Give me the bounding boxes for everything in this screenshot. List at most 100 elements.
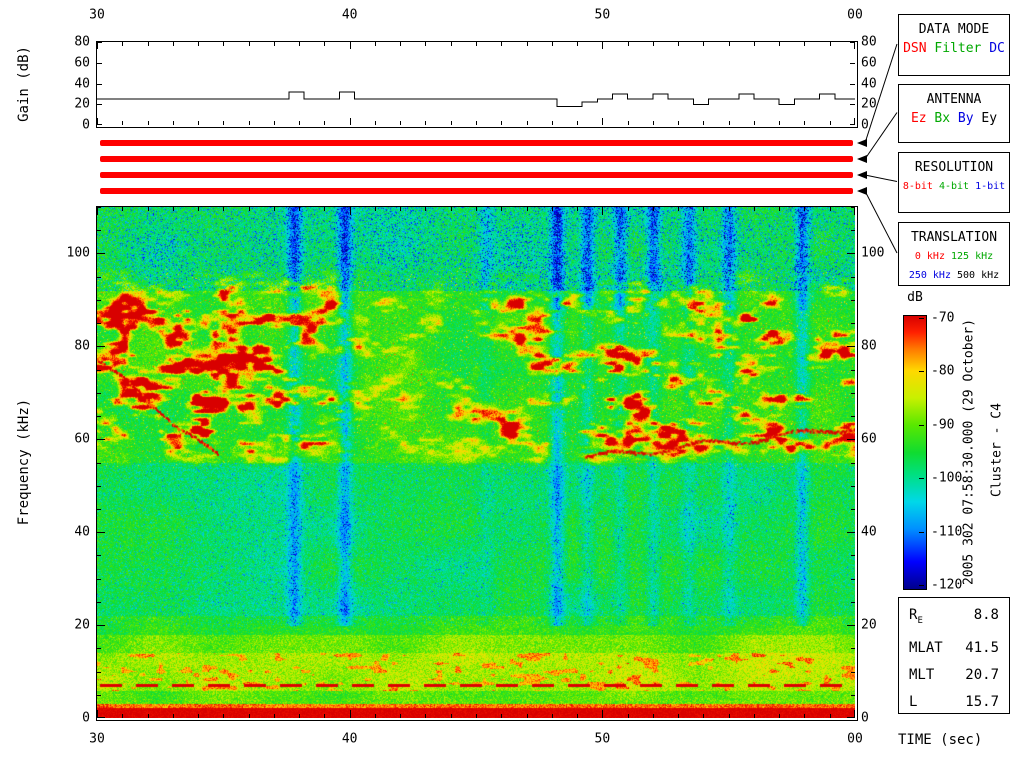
gain-tick-label-left: 80 [74,34,90,50]
axis-tick [173,714,174,718]
axis-tick [148,42,149,46]
legend-box-translation: TRANSLATION 0 kHz 125 kHz 250 kHz 500 kHz [898,222,1010,286]
freq-tick-label-right: 100 [861,245,885,261]
axis-tick [577,121,578,125]
axis-tick [198,207,199,211]
axis-tick [400,714,401,718]
axis-tick [628,42,629,46]
axis-tick [602,118,603,125]
legend-box-line: 8-bit 4-bit 1-bit [899,180,1009,194]
legend-item: 500 kHz [950,270,1000,281]
axis-tick [97,370,101,371]
axis-tick [847,625,855,626]
axis-tick [851,555,855,556]
axis-tick [97,253,105,254]
axis-tick [400,42,401,46]
axis-tick [97,509,101,510]
legend-box-title: RESOLUTION [914,160,994,175]
axis-tick [847,253,855,254]
axis-tick [324,714,325,718]
axis-tick [375,714,376,718]
time-tick-label-bottom: 40 [341,731,358,747]
legend-box-line: 0 kHz 125 kHz [899,250,1009,264]
axis-tick [324,42,325,46]
axis-tick [97,42,98,49]
axis-tick [919,585,924,586]
axis-tick [854,710,855,718]
axis-tick [97,717,105,718]
axis-tick [678,121,679,125]
axis-tick [830,42,831,46]
colorbar-tick-label: -120 [931,577,963,593]
axis-tick [779,207,780,211]
legend-item: By [950,111,974,126]
axis-tick [851,463,855,464]
axis-tick [552,121,553,125]
axis-tick [97,625,105,626]
gain-tick-label-left: 20 [74,96,90,112]
axis-tick [198,42,199,46]
axis-tick [274,42,275,46]
axis-tick [122,121,123,125]
legend-box-line: DSN Filter DC [899,42,1009,56]
axis-tick [148,207,149,211]
gain-tick-label-right: 20 [861,96,877,112]
axis-tick [97,277,101,278]
axis-tick [97,104,102,105]
axis-tick [274,207,275,211]
axis-tick [274,121,275,125]
spectrogram-panel [96,206,858,721]
axis-tick [628,207,629,211]
axis-tick [628,121,629,125]
axis-tick [148,714,149,718]
axis-tick [850,84,855,85]
axis-tick [729,714,730,718]
axis-tick [223,42,224,46]
axis-tick [97,207,101,208]
colorbar-tick-label: -90 [931,417,955,433]
axis-tick [851,370,855,371]
axis-tick [350,207,351,215]
legend-box-title: DATA MODE [918,22,990,37]
legend-item: DC [981,41,1005,56]
axis-tick [678,42,679,46]
legend-item: DSN [903,41,927,56]
info-label: MLT [909,666,935,683]
axis-tick [779,121,780,125]
axis-tick [97,602,101,603]
axis-tick [476,121,477,125]
axis-tick [919,425,924,426]
axis-tick [703,207,704,211]
time-tick-label-bottom: 30 [89,731,105,747]
axis-tick [375,121,376,125]
axis-tick [223,207,224,211]
axis-tick [299,207,300,211]
axis-tick [148,121,149,125]
axis-tick [703,121,704,125]
freq-tick-label-right: 80 [861,338,877,354]
axis-tick [451,121,452,125]
legend-item: Ey [973,111,998,126]
axis-tick [847,346,855,347]
freq-tick-label-left: 20 [74,617,90,633]
axis-tick [729,121,730,125]
legend-box-title: TRANSLATION [910,230,998,245]
info-value: 15.7 [965,693,999,710]
mode-bar-3 [100,172,853,178]
info-value: 41.5 [965,639,999,656]
axis-tick [97,672,101,673]
axis-tick [653,42,654,46]
axis-tick [678,714,679,718]
legend-item: Ez [910,111,927,126]
timestamp-annotation: 2005 302 07:58:30.000 (29 October) [961,318,977,586]
axis-tick [198,714,199,718]
axis-tick [851,509,855,510]
axis-tick [97,393,101,394]
axis-tick [527,207,528,211]
gain-trace [97,91,855,107]
info-value: 8.8 [973,607,999,623]
axis-tick [729,42,730,46]
legend-item: 250 kHz [908,270,951,281]
axis-tick [754,714,755,718]
legend-item: Filter [926,41,982,56]
